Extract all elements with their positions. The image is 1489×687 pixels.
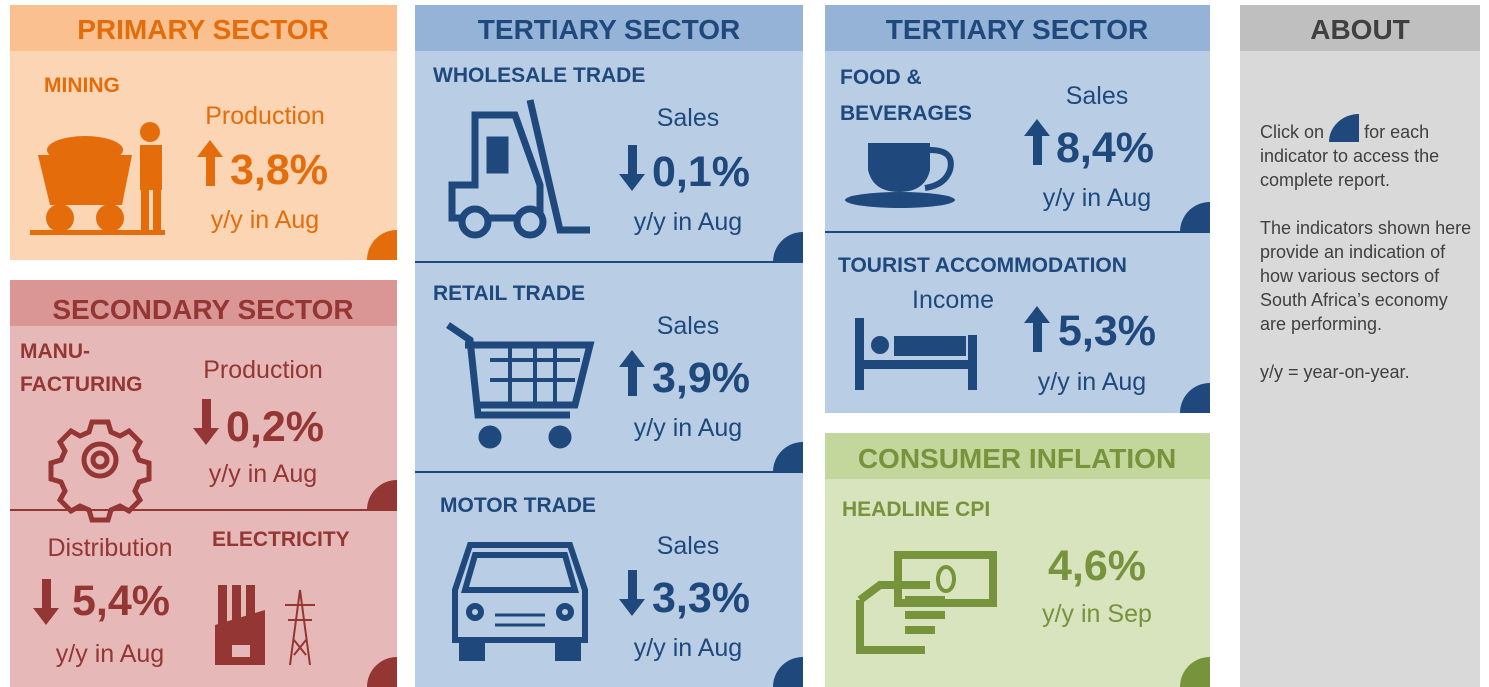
name: ELECTRICITY — [212, 528, 350, 551]
about-paragraph: Click on for each indicator to access th… — [1260, 114, 1478, 192]
indicator: Production — [203, 356, 323, 384]
name: RETAIL TRADE — [433, 282, 585, 305]
name: MANU- — [20, 340, 90, 363]
panel-header — [825, 433, 1210, 479]
period: y/y in Aug — [634, 634, 742, 662]
report-corner[interactable] — [367, 657, 397, 687]
change: 3,8% — [230, 146, 328, 194]
panel-header — [825, 5, 1210, 51]
name: TOURIST ACCOMMODATION — [838, 254, 1127, 277]
change: 3,9% — [652, 354, 750, 402]
header: CONSUMER INFLATION — [858, 443, 1176, 474]
electricity-icon — [215, 585, 315, 666]
panel-bg — [10, 280, 397, 687]
header: TERTIARY SECTOR — [886, 14, 1148, 45]
van-icon — [452, 542, 588, 661]
header: PRIMARY SECTOR — [77, 14, 329, 45]
cup-icon — [845, 143, 955, 208]
change: 5,3% — [1058, 307, 1156, 355]
period: y/y in Aug — [634, 414, 742, 442]
indicator: Sales — [1066, 82, 1129, 110]
text: for each indicator to access the complet… — [1260, 122, 1440, 190]
period: y/y in Aug — [1043, 184, 1151, 212]
indicator: Production — [205, 102, 325, 130]
report-corner[interactable] — [773, 232, 803, 262]
report-corner[interactable] — [773, 442, 803, 472]
report-corner[interactable] — [773, 657, 803, 687]
about-text: Click on for each indicator to access th… — [1260, 114, 1478, 408]
corner-icon — [1329, 114, 1360, 142]
panel-header — [415, 5, 803, 51]
indicator: Sales — [657, 104, 720, 132]
name: BEVERAGES — [840, 102, 972, 125]
panel-header — [10, 5, 397, 51]
cart-icon — [446, 322, 595, 449]
mining-icon — [30, 122, 165, 235]
panel-header — [1240, 5, 1480, 51]
name: FOOD & — [840, 66, 922, 89]
period: y/y in Aug — [211, 206, 319, 234]
header: ABOUT — [1310, 14, 1410, 45]
indicator: Distribution — [47, 534, 172, 562]
period: y/y in Aug — [634, 208, 742, 236]
about-paragraph: The indicators shown here provide an ind… — [1260, 218, 1472, 334]
report-corner[interactable] — [367, 480, 397, 510]
panel-header — [10, 280, 397, 326]
report-corner[interactable] — [367, 230, 397, 260]
gear-icon — [48, 419, 152, 523]
name: MINING — [44, 74, 120, 97]
change: 4,6% — [1048, 542, 1146, 590]
period: y/y in Sep — [1042, 600, 1152, 628]
change: 0,2% — [226, 403, 324, 451]
panel-bg — [825, 5, 1210, 413]
report-corner[interactable] — [1180, 383, 1210, 413]
text: Click on — [1260, 122, 1325, 142]
name: MOTOR TRADE — [440, 494, 596, 517]
indicator: Income — [912, 286, 994, 314]
report-corner[interactable] — [1180, 657, 1210, 687]
change: 5,4% — [72, 577, 170, 625]
change: 0,1% — [652, 148, 750, 196]
change: 3,3% — [652, 574, 750, 622]
forklift-icon — [448, 99, 590, 239]
header: SECONDARY SECTOR — [52, 294, 353, 325]
change: 8,4% — [1056, 124, 1154, 172]
report-corner[interactable] — [1180, 202, 1210, 232]
period: y/y in Aug — [209, 460, 317, 488]
period: y/y in Aug — [56, 640, 164, 668]
name: WHOLESALE TRADE — [433, 64, 645, 87]
indicator: Sales — [657, 532, 720, 560]
about-paragraph: y/y = year-on-year. — [1260, 362, 1410, 382]
bed-icon — [855, 318, 977, 390]
indicator: Sales — [657, 312, 720, 340]
header: TERTIARY SECTOR — [478, 14, 740, 45]
panel-bg — [1240, 5, 1480, 687]
period: y/y in Aug — [1038, 368, 1146, 396]
name: FACTURING — [20, 373, 143, 396]
name: HEADLINE CPI — [842, 498, 990, 521]
money-icon — [856, 551, 997, 654]
